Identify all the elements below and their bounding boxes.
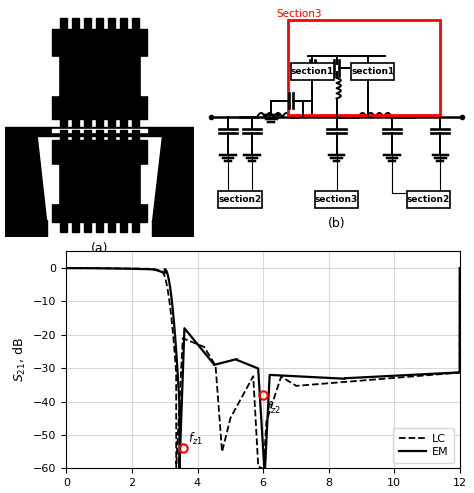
Text: section2: section2 <box>407 195 450 204</box>
Bar <box>132 221 139 232</box>
Line: LC: LC <box>66 268 460 474</box>
Bar <box>141 57 164 95</box>
Bar <box>120 18 127 29</box>
Bar <box>108 130 115 141</box>
Text: section1: section1 <box>291 67 334 76</box>
Bar <box>72 130 79 141</box>
Bar <box>5 127 194 137</box>
Bar <box>35 165 58 203</box>
Bar <box>141 165 164 203</box>
Text: Section3: Section3 <box>276 9 322 19</box>
Text: section2: section2 <box>219 195 262 204</box>
Bar <box>108 119 115 130</box>
EM <box>214 361 219 367</box>
Text: $f_{z1}$: $f_{z1}$ <box>188 431 202 448</box>
Bar <box>96 221 103 232</box>
Polygon shape <box>5 137 46 221</box>
Bar <box>132 119 139 130</box>
Bar <box>132 130 139 141</box>
EM <box>319 375 325 381</box>
Bar <box>153 219 194 237</box>
EM <box>300 374 305 380</box>
LC <box>214 378 219 384</box>
Bar <box>108 18 115 29</box>
FancyBboxPatch shape <box>219 191 262 208</box>
Bar <box>84 119 91 130</box>
LC <box>319 381 325 387</box>
Bar <box>120 119 127 130</box>
Bar <box>96 18 103 29</box>
FancyBboxPatch shape <box>291 64 334 80</box>
Bar <box>72 18 79 29</box>
Bar <box>35 57 58 95</box>
EM <box>357 375 363 381</box>
Bar <box>52 29 147 119</box>
Bar <box>84 130 91 141</box>
LC <box>64 265 69 271</box>
Bar <box>120 221 127 232</box>
Bar <box>60 18 67 29</box>
Polygon shape <box>153 137 194 221</box>
Text: section1: section1 <box>351 67 394 76</box>
FancyBboxPatch shape <box>315 191 358 208</box>
Bar <box>52 140 147 221</box>
LC <box>135 266 141 272</box>
Text: (a): (a) <box>91 242 108 255</box>
Bar <box>72 221 79 232</box>
EM <box>64 265 69 271</box>
EM <box>387 373 393 379</box>
FancyBboxPatch shape <box>351 64 394 80</box>
Bar <box>132 18 139 29</box>
Bar <box>52 129 147 132</box>
Bar <box>5 219 46 237</box>
Text: section3: section3 <box>315 195 358 204</box>
Bar <box>96 119 103 130</box>
Text: $f_{z2}$: $f_{z2}$ <box>266 400 281 416</box>
Bar <box>96 130 103 141</box>
Legend: LC, EM: LC, EM <box>393 428 454 463</box>
LC <box>300 383 305 388</box>
Y-axis label: $S_{21}$, dB: $S_{21}$, dB <box>11 337 27 383</box>
LC <box>357 378 363 384</box>
FancyBboxPatch shape <box>407 191 450 208</box>
Bar <box>60 119 67 130</box>
LC <box>260 471 266 477</box>
Bar <box>84 221 91 232</box>
Line: EM: EM <box>66 268 460 475</box>
LC <box>457 265 463 271</box>
EM <box>457 265 463 271</box>
LC <box>387 375 393 381</box>
Bar <box>60 221 67 232</box>
Bar <box>108 221 115 232</box>
Bar <box>84 18 91 29</box>
Bar <box>120 130 127 141</box>
Bar <box>72 119 79 130</box>
Text: (b): (b) <box>328 217 346 230</box>
EM <box>135 266 141 272</box>
EM <box>262 472 267 478</box>
Bar <box>60 130 67 141</box>
